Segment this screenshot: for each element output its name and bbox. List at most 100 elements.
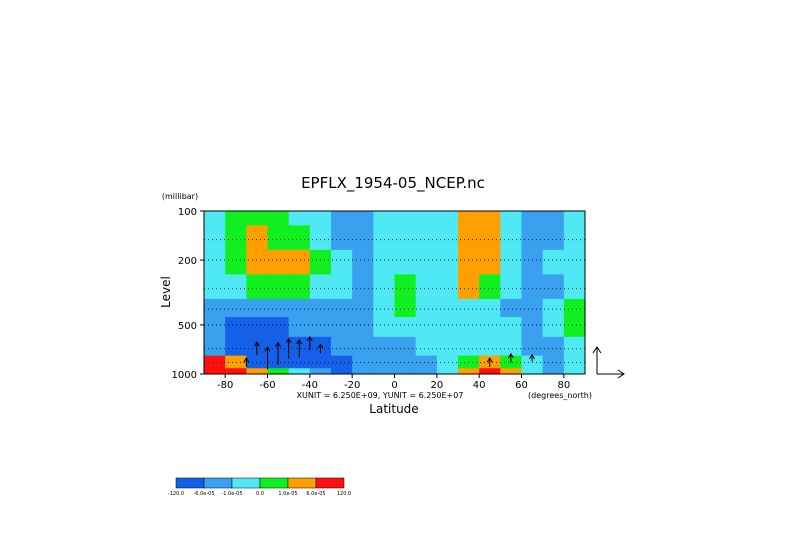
y-tick-label: 1000	[172, 370, 197, 381]
field-cell	[246, 225, 268, 251]
x-axis-label: Latitude	[369, 402, 418, 416]
field-cell	[563, 336, 586, 357]
colorbar-swatch	[259, 477, 289, 489]
field-cell	[352, 336, 374, 357]
colorbar-label: 120.0	[337, 491, 351, 497]
field-cell	[458, 274, 480, 300]
field-cell	[500, 317, 522, 338]
field-cell	[394, 225, 417, 251]
flux-vector-head	[306, 335, 313, 342]
field-cell	[563, 211, 586, 226]
field-cell	[352, 249, 374, 275]
field-cell	[246, 368, 268, 375]
field-cell	[267, 249, 290, 275]
x-tick-label: 0	[391, 380, 397, 391]
field-cell	[479, 298, 501, 318]
field-cell	[563, 317, 586, 338]
colorbar-label: 6.0e-05	[306, 491, 325, 497]
field-cell	[309, 274, 332, 300]
field-cell	[373, 274, 395, 300]
field-cell	[225, 249, 247, 275]
field-cell	[542, 317, 565, 338]
flux-vector-head	[253, 341, 260, 347]
field-cell	[436, 211, 459, 226]
field-cell	[267, 225, 290, 251]
field-cell	[542, 249, 565, 275]
field-cell	[331, 368, 353, 375]
field-cell	[288, 368, 311, 375]
field-cell	[309, 225, 332, 251]
x-tick-label: 40	[473, 380, 486, 391]
field-cell	[288, 317, 311, 338]
y-tick-label: 100	[178, 207, 197, 218]
field-cell	[225, 225, 247, 251]
field-cell	[352, 317, 374, 338]
field-cell	[479, 368, 501, 375]
flux-vector-head	[296, 339, 303, 345]
field-cell	[479, 211, 501, 226]
field-cell	[542, 211, 565, 226]
field-cell	[267, 211, 290, 226]
flux-vector-head	[507, 352, 514, 359]
field-cell	[352, 355, 374, 369]
field-cell	[458, 317, 480, 338]
field-cell	[246, 317, 268, 338]
field-cell	[479, 336, 501, 357]
flux-vector-head	[243, 357, 250, 363]
x-tick-label: -20	[344, 380, 360, 391]
contour-field	[204, 211, 586, 375]
field-cell	[225, 368, 247, 375]
field-cell	[309, 211, 332, 226]
field-cell	[267, 298, 290, 318]
field-cell	[458, 225, 480, 251]
x-tick-label: 60	[515, 380, 528, 391]
flux-vector-head	[264, 346, 271, 352]
field-cell	[415, 336, 438, 357]
field-cell	[204, 225, 226, 251]
field-cell	[352, 225, 374, 251]
field-cell	[415, 225, 438, 251]
field-cell	[204, 249, 226, 275]
colorbar-swatch	[287, 477, 317, 489]
flux-vector-head	[486, 357, 493, 363]
field-cell	[415, 317, 438, 338]
field-cell	[309, 368, 332, 375]
flux-vector-head	[285, 337, 292, 344]
field-cell	[373, 211, 395, 226]
reference-vector-icon	[592, 346, 625, 379]
y-units-label: (millibar)	[162, 192, 198, 201]
field-cell	[500, 225, 522, 251]
field-cell	[521, 298, 544, 318]
field-cell	[394, 298, 417, 318]
field-cell	[373, 298, 395, 318]
field-cell	[352, 211, 374, 226]
field-cell	[204, 298, 226, 318]
field-cell	[331, 249, 353, 275]
colorbar-label: -120.0	[168, 491, 184, 497]
field-cell	[373, 336, 395, 357]
field-cell	[394, 249, 417, 275]
colorbar-swatch	[315, 477, 345, 489]
field-cell	[542, 225, 565, 251]
field-cell	[394, 274, 417, 300]
field-cell	[542, 336, 565, 357]
x-units-label: (degrees_north)	[528, 391, 592, 400]
field-cell	[458, 336, 480, 357]
field-cell	[267, 368, 290, 375]
field-cell	[521, 368, 544, 375]
field-cell	[246, 211, 268, 226]
field-cell	[204, 211, 226, 226]
colorbar-swatch	[175, 477, 205, 489]
unit-scale-label: XUNIT = 6.250E+09, YUNIT = 6.250E+07	[297, 391, 464, 400]
field-cell	[500, 211, 522, 226]
field-cell	[394, 368, 417, 375]
field-cell	[352, 368, 374, 375]
field-cell	[225, 298, 247, 318]
field-cell	[521, 274, 544, 300]
y-tick-label: 500	[178, 321, 197, 332]
field-cell	[500, 298, 522, 318]
field-cell	[267, 274, 290, 300]
field-cell	[542, 355, 565, 369]
field-cell	[288, 274, 311, 300]
